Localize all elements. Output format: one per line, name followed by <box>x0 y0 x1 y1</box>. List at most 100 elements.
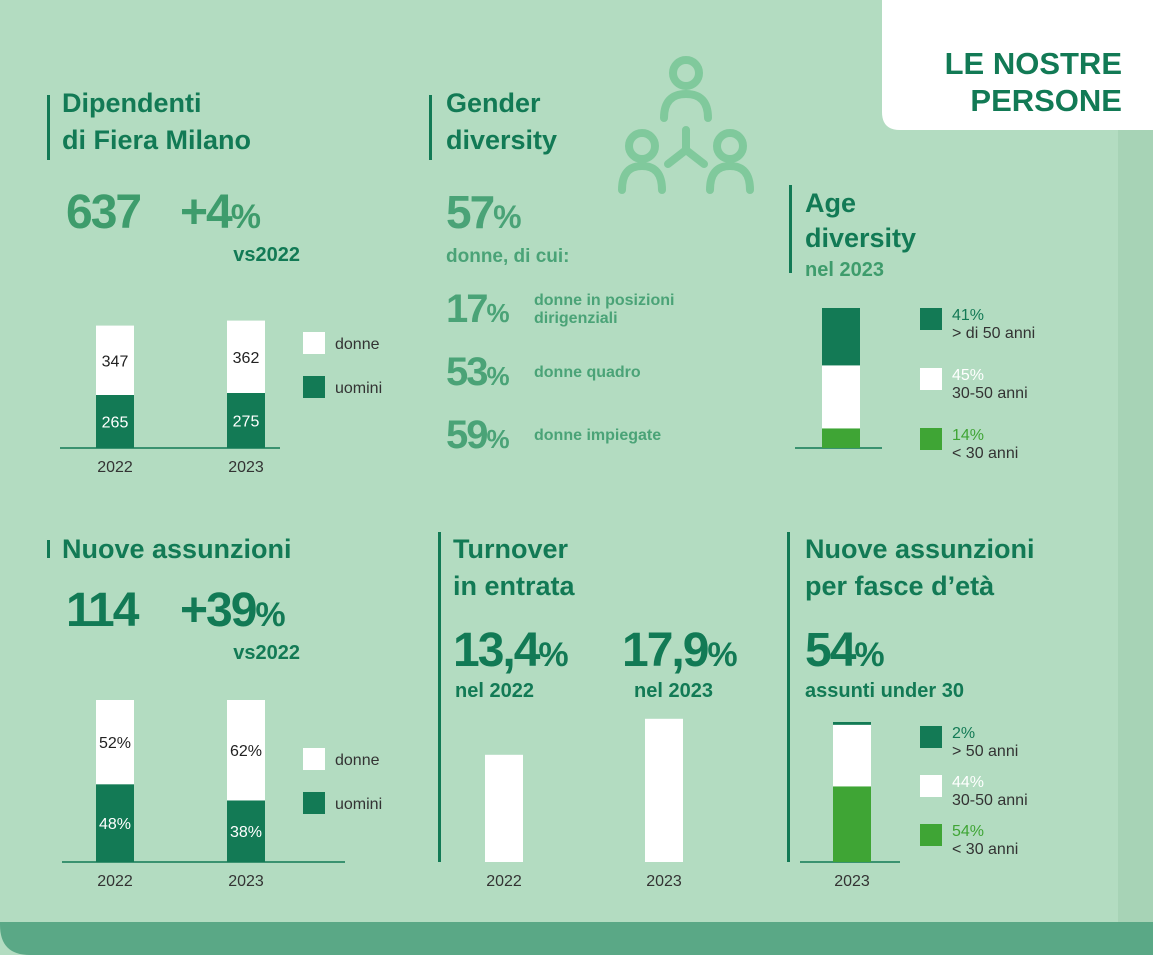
total: 114 <box>66 584 140 637</box>
change-part: % <box>255 596 285 634</box>
caption: donne, di cui: <box>446 246 570 267</box>
legend-value: 14% <box>952 427 984 444</box>
x-tick-label: 2023 <box>228 459 264 476</box>
item-value-part: % <box>487 298 510 328</box>
legend-swatch <box>920 308 942 330</box>
legend-label: uomini <box>335 380 382 397</box>
x-tick-label: 2023 <box>228 873 264 890</box>
value-label-part: % <box>707 636 737 674</box>
bar-segment <box>833 724 871 787</box>
legend-value: 44% <box>952 774 984 791</box>
legend-value: 54% <box>952 823 984 840</box>
share-part: % <box>854 636 884 674</box>
legend-label: uomini <box>335 796 382 813</box>
value-label: 48% <box>99 816 131 833</box>
badge-text: PERSONE <box>970 83 1122 118</box>
bar-segment <box>96 325 134 395</box>
legend-label: donne <box>335 336 380 353</box>
bar-segment <box>822 308 860 366</box>
legend-swatch <box>303 748 325 770</box>
item-value: 53% <box>446 350 510 394</box>
x-tick-label: 2022 <box>486 873 522 890</box>
legend-swatch <box>920 428 942 450</box>
heading: diversity <box>805 223 916 253</box>
comparison: vs2022 <box>233 642 300 664</box>
heading: diversity <box>446 125 557 155</box>
value-label: 265 <box>102 415 129 432</box>
legend-swatch <box>920 368 942 390</box>
x-tick-label: 2022 <box>97 873 133 890</box>
value-label-part: % <box>538 636 568 674</box>
heading: Age <box>805 188 856 218</box>
bar-segment <box>822 365 860 429</box>
x-tick-label: 2022 <box>97 459 133 476</box>
separators <box>47 95 792 862</box>
value-label: 62% <box>230 743 262 760</box>
legend-value: 45% <box>952 367 984 384</box>
item-value-part: % <box>487 424 510 454</box>
x-tick-label: 2023 <box>646 873 682 890</box>
share-part: 57 <box>446 186 494 238</box>
value-label-part: 13,4 <box>453 624 541 677</box>
change-part: +39 <box>180 584 256 637</box>
item-label: dirigenziali <box>534 310 618 327</box>
bar-segment <box>227 700 265 801</box>
item-value: 59% <box>446 413 510 457</box>
heading: Nuove assunzioni <box>62 534 292 564</box>
item-value-part: 53 <box>446 350 487 394</box>
change-part: % <box>231 198 261 236</box>
badge-text: LE NOSTRE <box>945 46 1122 81</box>
side-strip <box>1118 0 1153 955</box>
item-value: 17% <box>446 287 510 331</box>
legend-swatch <box>303 332 325 354</box>
value-label: 17,9% <box>622 624 737 677</box>
change: +39% <box>180 584 285 637</box>
bar-segment <box>227 320 265 393</box>
legend-label: < 30 anni <box>952 445 1018 462</box>
legend-label: 30-50 anni <box>952 792 1028 809</box>
bottom-band <box>0 922 1153 955</box>
legend-value: 2% <box>952 725 975 742</box>
bar-segment <box>833 722 871 725</box>
item-value-part: % <box>487 361 510 391</box>
value-label: 362 <box>233 350 260 367</box>
change-part: +4 <box>180 186 233 239</box>
total-part: 637 <box>66 186 140 239</box>
legend-swatch <box>303 792 325 814</box>
legend-swatch <box>303 376 325 398</box>
legend-label: donne <box>335 752 380 769</box>
bar-segment <box>227 800 265 862</box>
share-part: 54 <box>805 624 857 677</box>
caption: nel 2023 <box>634 680 713 702</box>
share-part: % <box>493 199 521 235</box>
bar-segment <box>227 393 265 448</box>
legend-label: > 50 anni <box>952 743 1018 760</box>
value-label: 13,4% <box>453 624 568 677</box>
legend-swatch <box>920 775 942 797</box>
change: +4% <box>180 186 261 239</box>
heading: Turnover <box>453 534 569 564</box>
value-label: 38% <box>230 824 262 841</box>
item-label: donne in posizioni <box>534 292 674 309</box>
subtitle: nel 2023 <box>805 259 884 281</box>
comparison: vs2022 <box>233 244 300 266</box>
caption: assunti under 30 <box>805 680 964 702</box>
bar-segment <box>96 395 134 448</box>
legend-label: 30-50 anni <box>952 385 1028 402</box>
share: 54% <box>805 624 884 677</box>
heading: in entrata <box>453 571 576 601</box>
badge-box <box>882 0 1153 130</box>
item-value-part: 17 <box>446 287 487 331</box>
x-tick-label: 2023 <box>834 873 870 890</box>
heading: di Fiera Milano <box>62 125 251 155</box>
bar-segment <box>822 428 860 448</box>
caption: nel 2022 <box>455 680 534 702</box>
bar-segment <box>96 784 134 862</box>
legend-label: > di 50 anni <box>952 325 1035 342</box>
bar <box>485 754 523 862</box>
value-label: 275 <box>233 414 260 431</box>
item-value-part: 59 <box>446 413 487 457</box>
legend-swatch <box>920 824 942 846</box>
